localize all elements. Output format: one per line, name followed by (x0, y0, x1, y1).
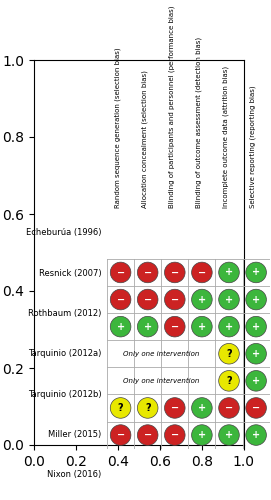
Text: Resnick (2007): Resnick (2007) (39, 268, 102, 278)
Text: ?: ? (145, 403, 150, 413)
Text: +: + (225, 430, 233, 440)
Circle shape (137, 262, 158, 282)
Text: +: + (225, 268, 233, 278)
Text: +: + (198, 403, 206, 413)
Text: −: − (198, 268, 206, 278)
Circle shape (219, 344, 239, 364)
Circle shape (219, 316, 239, 337)
Text: Echeburúa (1996): Echeburúa (1996) (26, 228, 102, 237)
Text: Random sequence generation (selection bias): Random sequence generation (selection bi… (114, 48, 121, 208)
Text: Only one intervention: Only one intervention (123, 378, 199, 384)
Circle shape (192, 262, 212, 282)
Circle shape (137, 290, 158, 310)
Circle shape (219, 370, 239, 391)
Text: +: + (198, 430, 206, 440)
Text: −: − (171, 430, 179, 440)
Circle shape (192, 425, 212, 446)
Circle shape (246, 290, 266, 310)
Text: Blinding of outcome assessment (detection bias): Blinding of outcome assessment (detectio… (195, 37, 202, 208)
Circle shape (137, 398, 158, 418)
Text: +: + (225, 294, 233, 304)
Text: −: − (171, 268, 179, 278)
Circle shape (164, 316, 185, 337)
Text: +: + (252, 294, 260, 304)
Text: −: − (225, 403, 233, 413)
Circle shape (246, 316, 266, 337)
Circle shape (110, 316, 131, 337)
Text: +: + (252, 376, 260, 386)
Circle shape (219, 290, 239, 310)
Text: ?: ? (226, 376, 232, 386)
Text: +: + (225, 322, 233, 332)
Text: Tarquinio (2012a): Tarquinio (2012a) (28, 349, 102, 358)
Circle shape (110, 290, 131, 310)
Circle shape (164, 262, 185, 282)
Circle shape (164, 290, 185, 310)
Text: +: + (198, 322, 206, 332)
Circle shape (137, 316, 158, 337)
Circle shape (137, 425, 158, 446)
Text: +: + (117, 322, 125, 332)
Circle shape (246, 425, 266, 446)
Text: −: − (144, 268, 152, 278)
Text: −: − (117, 294, 125, 304)
Text: −: − (171, 322, 179, 332)
Circle shape (164, 398, 185, 418)
Circle shape (192, 398, 212, 418)
Circle shape (219, 398, 239, 418)
Circle shape (110, 398, 131, 418)
Circle shape (246, 398, 266, 418)
Text: −: − (117, 268, 125, 278)
Circle shape (219, 425, 239, 446)
Text: Blinding of participants and personnel (performance bias): Blinding of participants and personnel (… (168, 6, 175, 208)
Circle shape (110, 262, 131, 282)
Text: Only one intervention: Only one intervention (123, 350, 199, 357)
Text: +: + (252, 430, 260, 440)
Text: Incomplete outcome data (attrition bias): Incomplete outcome data (attrition bias) (222, 66, 229, 208)
Text: +: + (198, 294, 206, 304)
Text: −: − (171, 294, 179, 304)
Text: −: − (144, 430, 152, 440)
Text: −: − (144, 294, 152, 304)
Circle shape (246, 370, 266, 391)
Text: Selective reporting (reporting bias): Selective reporting (reporting bias) (250, 86, 256, 208)
Circle shape (110, 425, 131, 446)
Circle shape (164, 425, 185, 446)
Text: Tarquinio (2012b): Tarquinio (2012b) (28, 390, 102, 398)
Text: ?: ? (118, 403, 123, 413)
Text: −: − (117, 430, 125, 440)
Text: +: + (252, 322, 260, 332)
Circle shape (246, 344, 266, 364)
Text: Allocation concealment (selection bias): Allocation concealment (selection bias) (141, 70, 148, 208)
Circle shape (219, 262, 239, 282)
Text: Nixon (2016): Nixon (2016) (47, 470, 102, 480)
Text: ?: ? (226, 349, 232, 359)
Text: Miller (2015): Miller (2015) (49, 430, 102, 439)
Text: +: + (252, 349, 260, 359)
Text: −: − (171, 403, 179, 413)
Circle shape (246, 262, 266, 282)
Text: −: − (252, 403, 260, 413)
Text: Rothbaum (2012): Rothbaum (2012) (28, 309, 102, 318)
Text: +: + (144, 322, 152, 332)
Circle shape (192, 316, 212, 337)
Circle shape (192, 290, 212, 310)
Text: +: + (252, 268, 260, 278)
